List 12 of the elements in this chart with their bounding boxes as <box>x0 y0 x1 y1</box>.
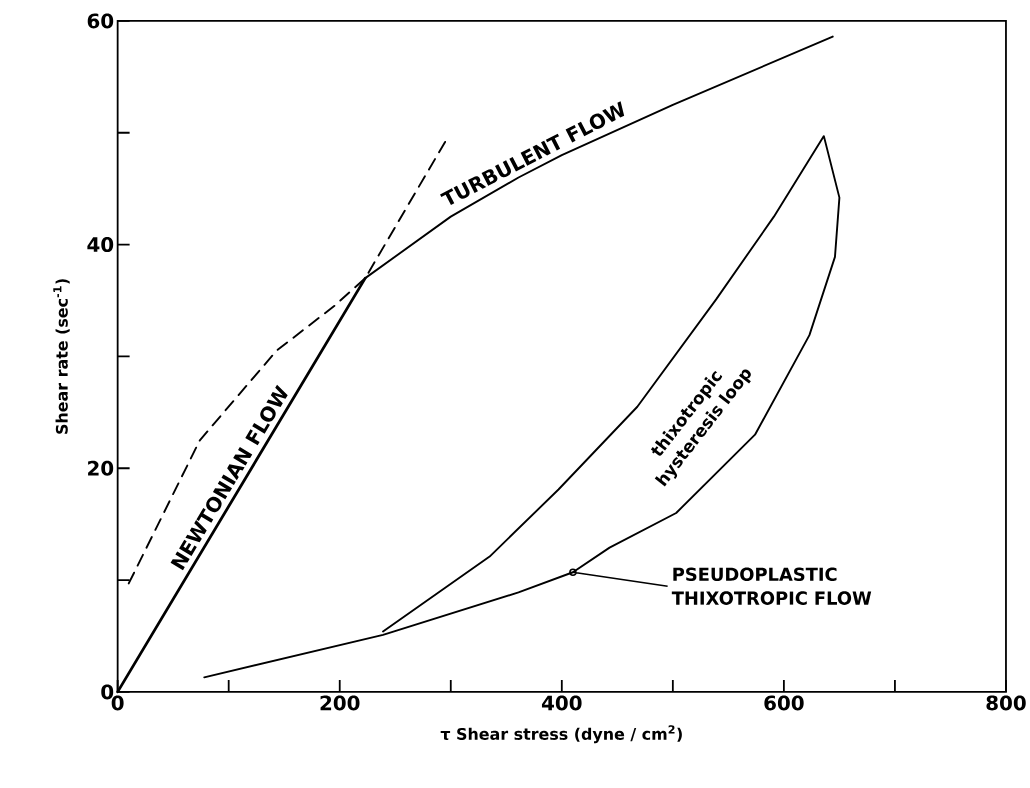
y-tick-label: 60 <box>87 13 114 29</box>
x-tick-label: 0 <box>111 695 124 711</box>
annotation: PSEUDOPLASTIC THIXOTROPIC FLOW <box>671 567 872 606</box>
x-tick-label: 600 <box>764 695 804 711</box>
y-tick-label: 20 <box>88 460 114 476</box>
y-axis-title: Shear rate (sec$^{-1}$) <box>53 279 70 435</box>
y-tick-label: 40 <box>87 237 114 253</box>
x-tick-label: 400 <box>541 695 582 711</box>
x-tick-label: 800 <box>986 695 1026 711</box>
x-axis-title: τ Shear stress (dyne / cm$^{2}$) <box>440 725 682 744</box>
y-tick-label: 0 <box>101 684 114 700</box>
x-tick-label: 200 <box>320 695 360 711</box>
